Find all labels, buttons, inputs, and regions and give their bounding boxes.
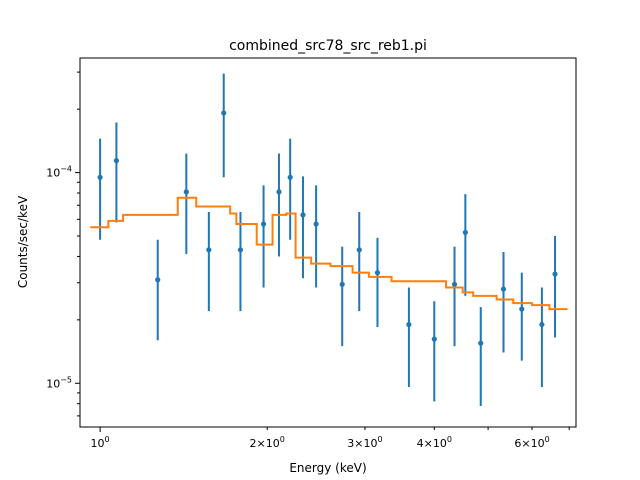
x-tick-label: 3×100	[347, 435, 382, 450]
data-point	[539, 321, 545, 328]
data-point	[431, 336, 437, 342]
data-point	[374, 270, 381, 276]
data-point	[339, 281, 345, 287]
data-point	[260, 221, 267, 227]
y-axis-label: Counts/sec/keV	[16, 195, 30, 288]
data-point	[155, 277, 161, 283]
plot-area	[90, 73, 568, 406]
x-axis: 100 2×100 3×100 4×100 6×100	[91, 427, 570, 450]
data-point	[406, 321, 412, 328]
model-step-line	[90, 196, 568, 311]
data-point	[221, 110, 227, 116]
data-point	[519, 306, 525, 312]
data-point	[462, 229, 468, 236]
chart-title: combined_src78_src_reb1.pi	[229, 38, 427, 54]
data-point	[113, 158, 120, 164]
data-point	[478, 340, 484, 346]
data-point	[97, 174, 103, 180]
data-point	[183, 189, 189, 195]
x-tick-label: 4×100	[417, 435, 452, 450]
axes-frame	[79, 57, 577, 428]
data-point	[300, 212, 306, 218]
data-point	[206, 247, 212, 253]
x-tick-label: 100	[91, 435, 110, 450]
data-point	[356, 247, 362, 253]
data-point	[276, 189, 282, 195]
x-axis-label: Energy (keV)	[289, 461, 366, 475]
y-axis: 10−5 10−4	[46, 71, 80, 417]
data-point	[287, 174, 293, 180]
y-tick-label: 10−5	[46, 375, 72, 390]
y-tick-label: 10−4	[46, 165, 72, 180]
data-point	[451, 281, 458, 287]
x-tick-label: 2×100	[250, 435, 285, 450]
data-point	[313, 221, 319, 227]
x-tick-label: 6×100	[514, 435, 549, 450]
data-point	[500, 286, 507, 292]
data-point	[237, 247, 244, 253]
data-point	[552, 271, 558, 277]
